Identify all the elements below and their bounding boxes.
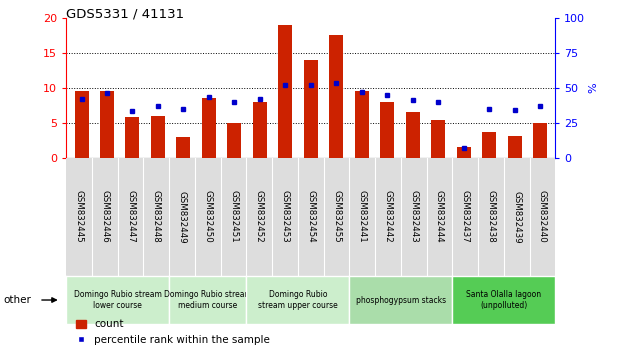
Bar bbox=[482, 132, 496, 158]
Text: other: other bbox=[3, 295, 31, 305]
Bar bbox=[227, 122, 242, 158]
Bar bbox=[202, 98, 216, 158]
Text: GSM832437: GSM832437 bbox=[461, 190, 469, 243]
Text: Santa Olalla lagoon
(unpolluted): Santa Olalla lagoon (unpolluted) bbox=[466, 290, 541, 310]
Bar bbox=[151, 115, 165, 158]
Y-axis label: %: % bbox=[588, 82, 598, 93]
Bar bbox=[74, 91, 88, 158]
Bar bbox=[177, 137, 191, 158]
Bar bbox=[380, 102, 394, 158]
Text: GSM832451: GSM832451 bbox=[229, 190, 238, 243]
Text: GSM832449: GSM832449 bbox=[177, 190, 187, 243]
Text: GSM832443: GSM832443 bbox=[410, 190, 418, 243]
Bar bbox=[304, 59, 318, 158]
Text: phosphogypsum stacks: phosphogypsum stacks bbox=[356, 296, 446, 304]
Text: GSM832454: GSM832454 bbox=[306, 190, 316, 243]
Text: GSM832438: GSM832438 bbox=[487, 190, 495, 243]
Bar bbox=[431, 120, 445, 158]
Bar bbox=[126, 117, 139, 158]
Bar bbox=[100, 91, 114, 158]
Bar bbox=[406, 112, 420, 158]
Text: GSM832440: GSM832440 bbox=[538, 190, 547, 243]
Bar bbox=[457, 147, 471, 158]
Text: Domingo Rubio stream
lower course: Domingo Rubio stream lower course bbox=[74, 290, 162, 310]
Text: GSM832441: GSM832441 bbox=[358, 190, 367, 243]
Bar bbox=[278, 25, 292, 158]
Bar bbox=[355, 91, 369, 158]
Text: Domingo Rubio stream
medium course: Domingo Rubio stream medium course bbox=[164, 290, 252, 310]
Text: GSM832445: GSM832445 bbox=[74, 190, 84, 243]
Text: GSM832444: GSM832444 bbox=[435, 190, 444, 243]
Legend: count, percentile rank within the sample: count, percentile rank within the sample bbox=[71, 315, 274, 349]
Text: GSM832448: GSM832448 bbox=[152, 190, 161, 243]
Text: GSM832442: GSM832442 bbox=[384, 190, 392, 243]
Text: GSM832450: GSM832450 bbox=[203, 190, 212, 243]
Text: GSM832455: GSM832455 bbox=[332, 190, 341, 243]
Text: GSM832446: GSM832446 bbox=[100, 190, 109, 243]
Bar bbox=[329, 35, 343, 158]
Text: GSM832452: GSM832452 bbox=[255, 190, 264, 243]
Text: Domingo Rubio
stream upper course: Domingo Rubio stream upper course bbox=[258, 290, 338, 310]
Bar bbox=[253, 102, 267, 158]
Text: GSM832447: GSM832447 bbox=[126, 190, 135, 243]
Text: GSM832453: GSM832453 bbox=[281, 190, 290, 243]
Bar bbox=[533, 122, 547, 158]
Text: GDS5331 / 41131: GDS5331 / 41131 bbox=[66, 7, 184, 20]
Text: GSM832439: GSM832439 bbox=[512, 190, 521, 243]
Bar bbox=[507, 136, 522, 158]
